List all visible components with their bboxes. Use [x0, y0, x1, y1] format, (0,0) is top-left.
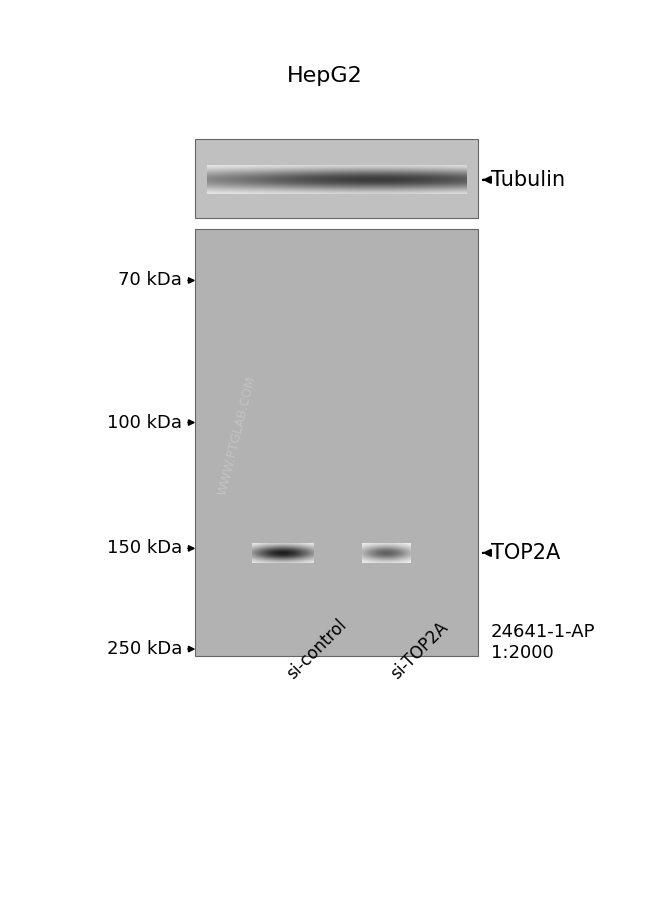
- Text: TOP2A: TOP2A: [491, 543, 560, 563]
- Text: 150 kDa: 150 kDa: [107, 539, 182, 557]
- Text: 100 kDa: 100 kDa: [107, 414, 182, 432]
- Text: HepG2: HepG2: [287, 67, 363, 86]
- Text: 70 kDa: 70 kDa: [118, 271, 182, 289]
- Text: WWW.PTGLAB.COM: WWW.PTGLAB.COM: [216, 375, 258, 497]
- Text: si-TOP2A: si-TOP2A: [387, 618, 451, 682]
- Text: 250 kDa: 250 kDa: [107, 640, 182, 658]
- Text: si-control: si-control: [283, 616, 350, 682]
- Text: 24641-1-AP
1:2000: 24641-1-AP 1:2000: [491, 623, 595, 663]
- Bar: [195, 139, 478, 218]
- Text: Tubulin: Tubulin: [491, 170, 565, 190]
- Bar: [195, 229, 478, 656]
